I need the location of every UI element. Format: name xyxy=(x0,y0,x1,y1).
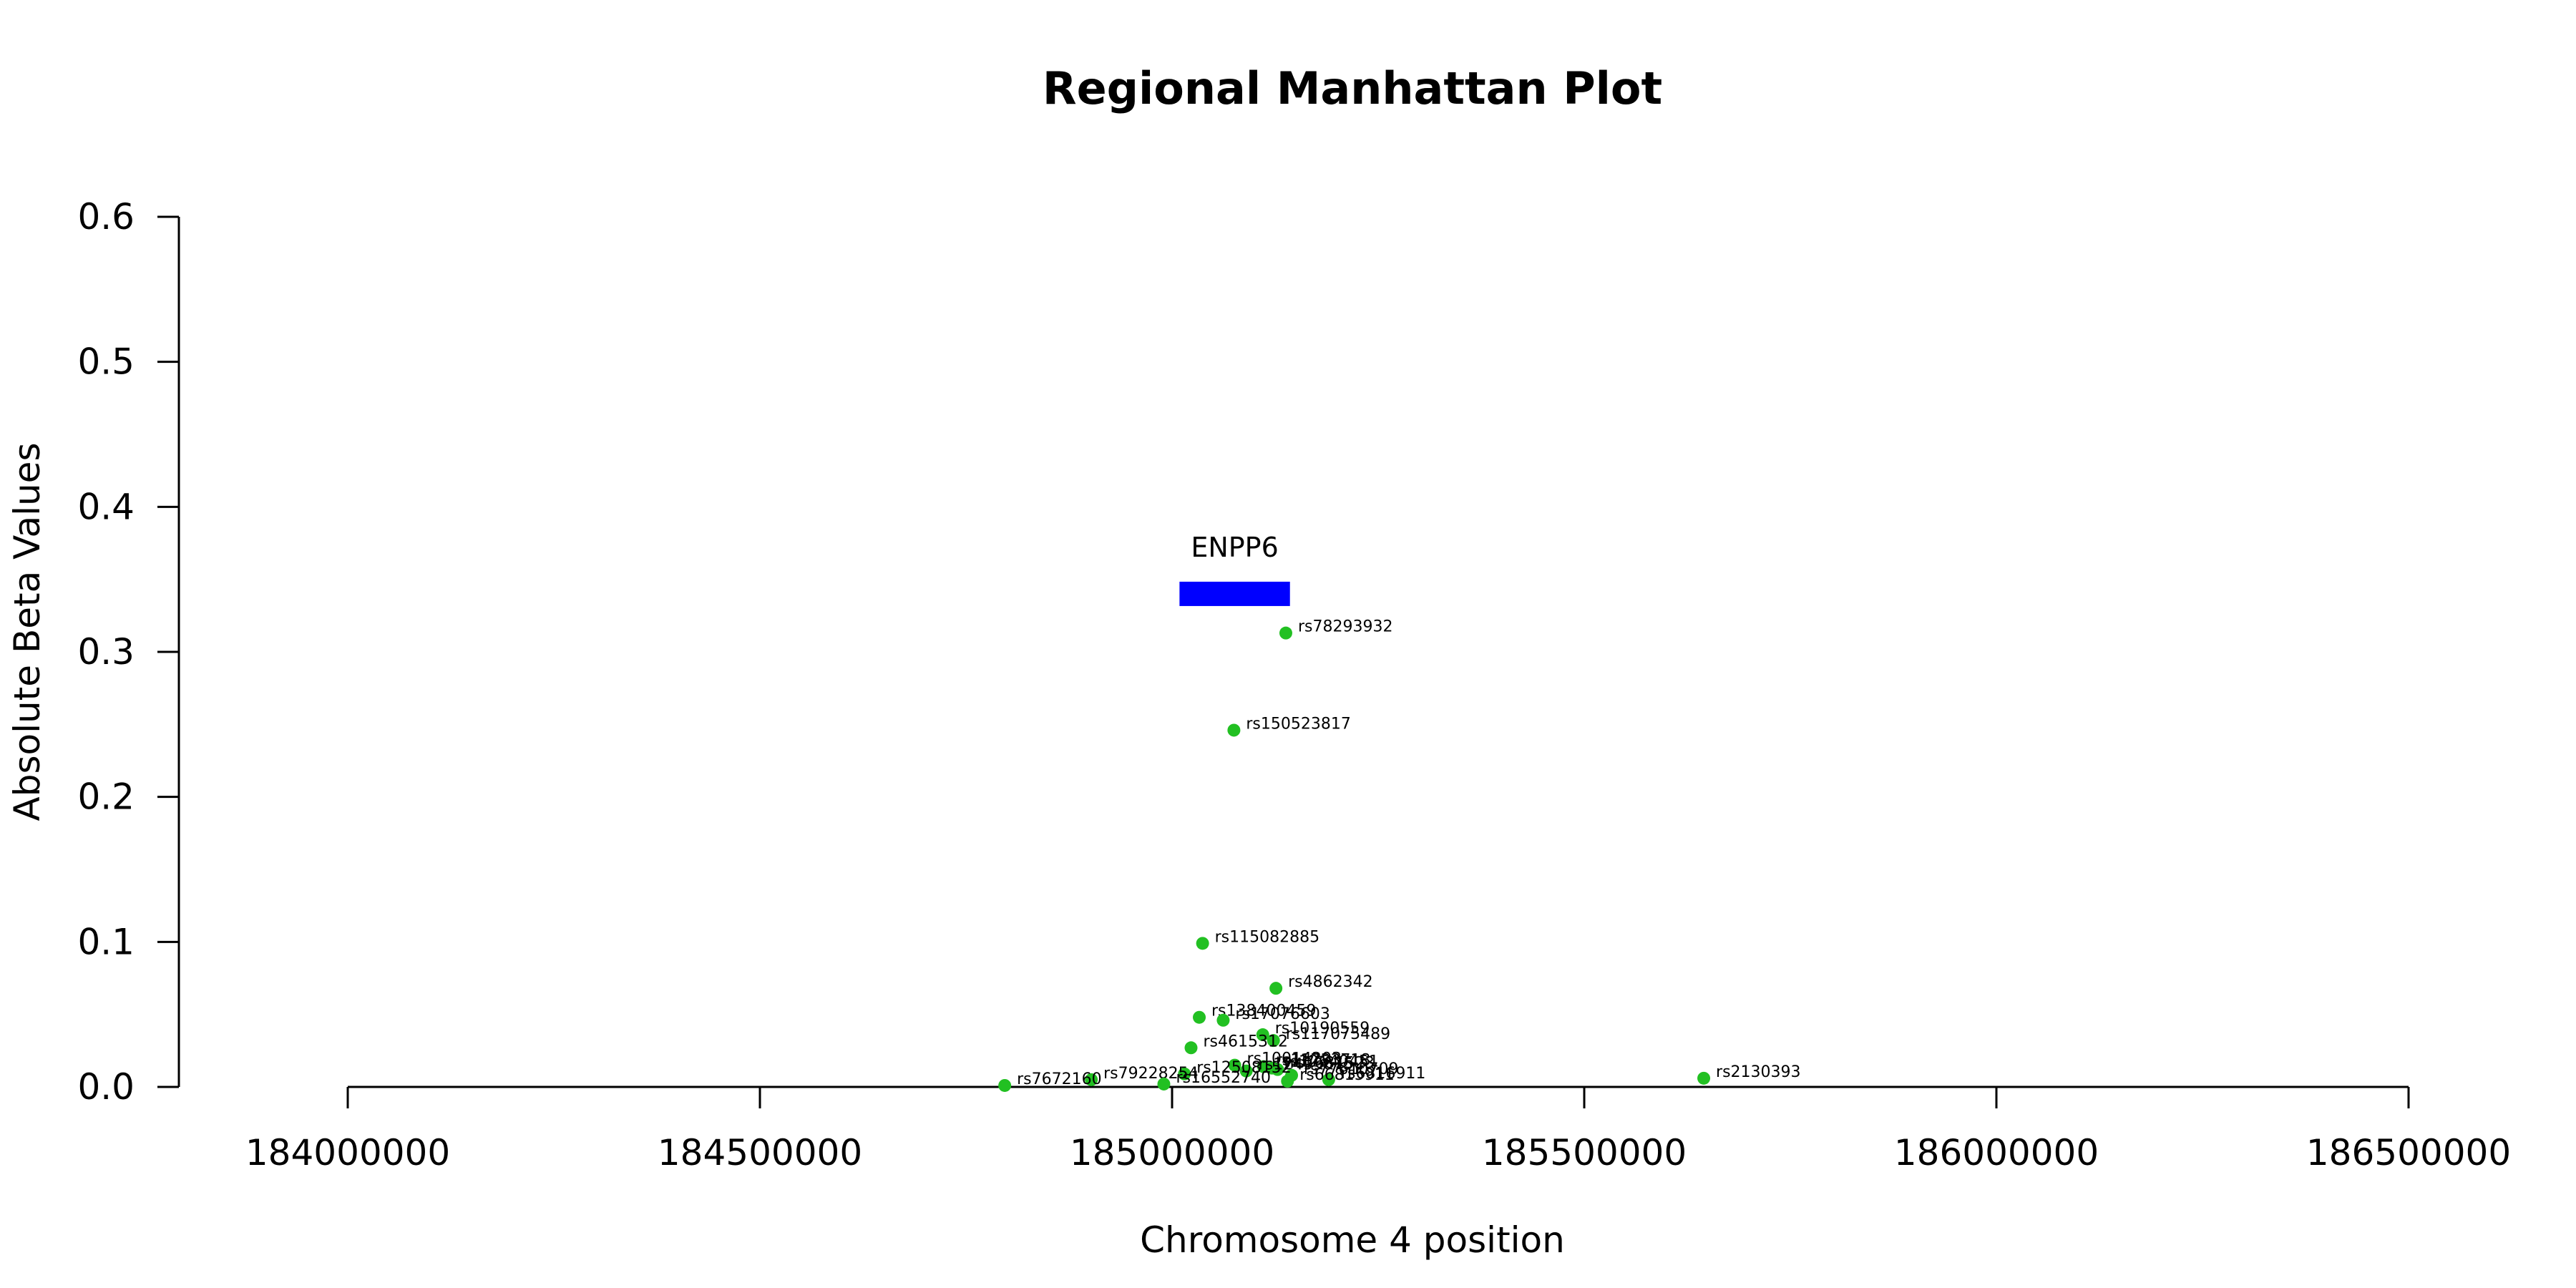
snp-label: rs12508152 xyxy=(1196,1059,1291,1077)
y-tick-label: 0.5 xyxy=(77,341,135,383)
snp-point xyxy=(1269,982,1283,995)
snp-point xyxy=(998,1078,1012,1092)
snp-point xyxy=(1322,1073,1335,1086)
snp-label: rs78293932 xyxy=(1298,618,1392,636)
snp-point xyxy=(1196,937,1209,950)
snp-label: rs17076603 xyxy=(1235,1005,1330,1023)
snp-point xyxy=(1239,1064,1253,1078)
snp-label: rs77610709 xyxy=(1304,1060,1398,1078)
x-axis-label: Chromosome 4 position xyxy=(1140,1219,1565,1261)
snp-point xyxy=(1227,723,1241,737)
y-tick-label: 0.4 xyxy=(77,486,135,527)
y-tick-label: 0.2 xyxy=(77,776,135,818)
snp-label: rs150523817 xyxy=(1246,715,1350,733)
x-axis-ticks: 184000000 184500000 185000000 185500000 1860… xyxy=(245,1087,2511,1174)
snp-label: rs7672160 xyxy=(1017,1070,1102,1088)
y-axis-ticks: 0.0 0.1 0.2 0.3 0.4 0.5 0.6 xyxy=(77,196,179,1108)
chart-title: Regional Manhattan Plot xyxy=(1043,62,1662,114)
snp-label: rs12499075 xyxy=(1259,1056,1353,1074)
snp-point xyxy=(1178,1067,1191,1080)
snp-point xyxy=(1216,1013,1230,1027)
snp-points: rs78293932 rs150523817 rs115082885 rs486234… xyxy=(998,618,1801,1092)
snp-label: rs115082885 xyxy=(1215,928,1319,946)
x-tick-label: 185500000 xyxy=(1482,1132,1687,1174)
snp-label: rs66815911 xyxy=(1299,1066,1394,1084)
snp-point xyxy=(1697,1071,1711,1085)
snp-point xyxy=(1184,1041,1198,1055)
y-axis-label: Absolute Beta Values xyxy=(6,443,48,821)
gene-bar xyxy=(1179,581,1290,606)
gene-label: ENPP6 xyxy=(1191,532,1278,563)
y-tick-label: 0.6 xyxy=(77,196,135,238)
snp-label: rs11733718 xyxy=(1276,1052,1370,1070)
snp-label: rs4615312 xyxy=(1203,1033,1288,1050)
snp-point xyxy=(1267,1034,1280,1048)
y-tick-label: 0.1 xyxy=(77,921,135,962)
x-tick-label: 184500000 xyxy=(658,1132,862,1174)
snp-point xyxy=(1271,1063,1284,1076)
snp-label: rs117075489 xyxy=(1286,1025,1390,1043)
snp-label: rs4862342 xyxy=(1288,973,1373,991)
y-tick-label: 0.0 xyxy=(77,1066,135,1108)
x-tick-label: 184000000 xyxy=(245,1132,450,1174)
snp-label: rs10190559 xyxy=(1275,1020,1370,1038)
snp-point xyxy=(1279,626,1292,640)
snp-point xyxy=(1228,1058,1241,1072)
gene-track: ENPP6 xyxy=(1179,532,1290,606)
x-tick-label: 186000000 xyxy=(1894,1132,2099,1174)
y-tick-label: 0.3 xyxy=(77,631,135,673)
snp-label: rs2130393 xyxy=(1716,1063,1801,1081)
x-tick-label: 186500000 xyxy=(2306,1132,2511,1174)
snp-point xyxy=(1256,1028,1269,1042)
x-tick-label: 185000000 xyxy=(1070,1132,1274,1174)
snp-point xyxy=(1193,1010,1206,1024)
snp-point xyxy=(1281,1074,1294,1088)
snp-point xyxy=(1085,1073,1098,1086)
snp-label: rs7681523 xyxy=(1289,1055,1375,1073)
snp-label: rs12640451 xyxy=(1284,1053,1378,1071)
snp-label: rs6816911 xyxy=(1341,1065,1426,1083)
snp-label: rs16552740 xyxy=(1176,1069,1270,1087)
snp-label: rs138400459 xyxy=(1211,1002,1316,1020)
snp-point xyxy=(1157,1077,1171,1091)
snp-label: rs79228254 xyxy=(1103,1065,1198,1083)
